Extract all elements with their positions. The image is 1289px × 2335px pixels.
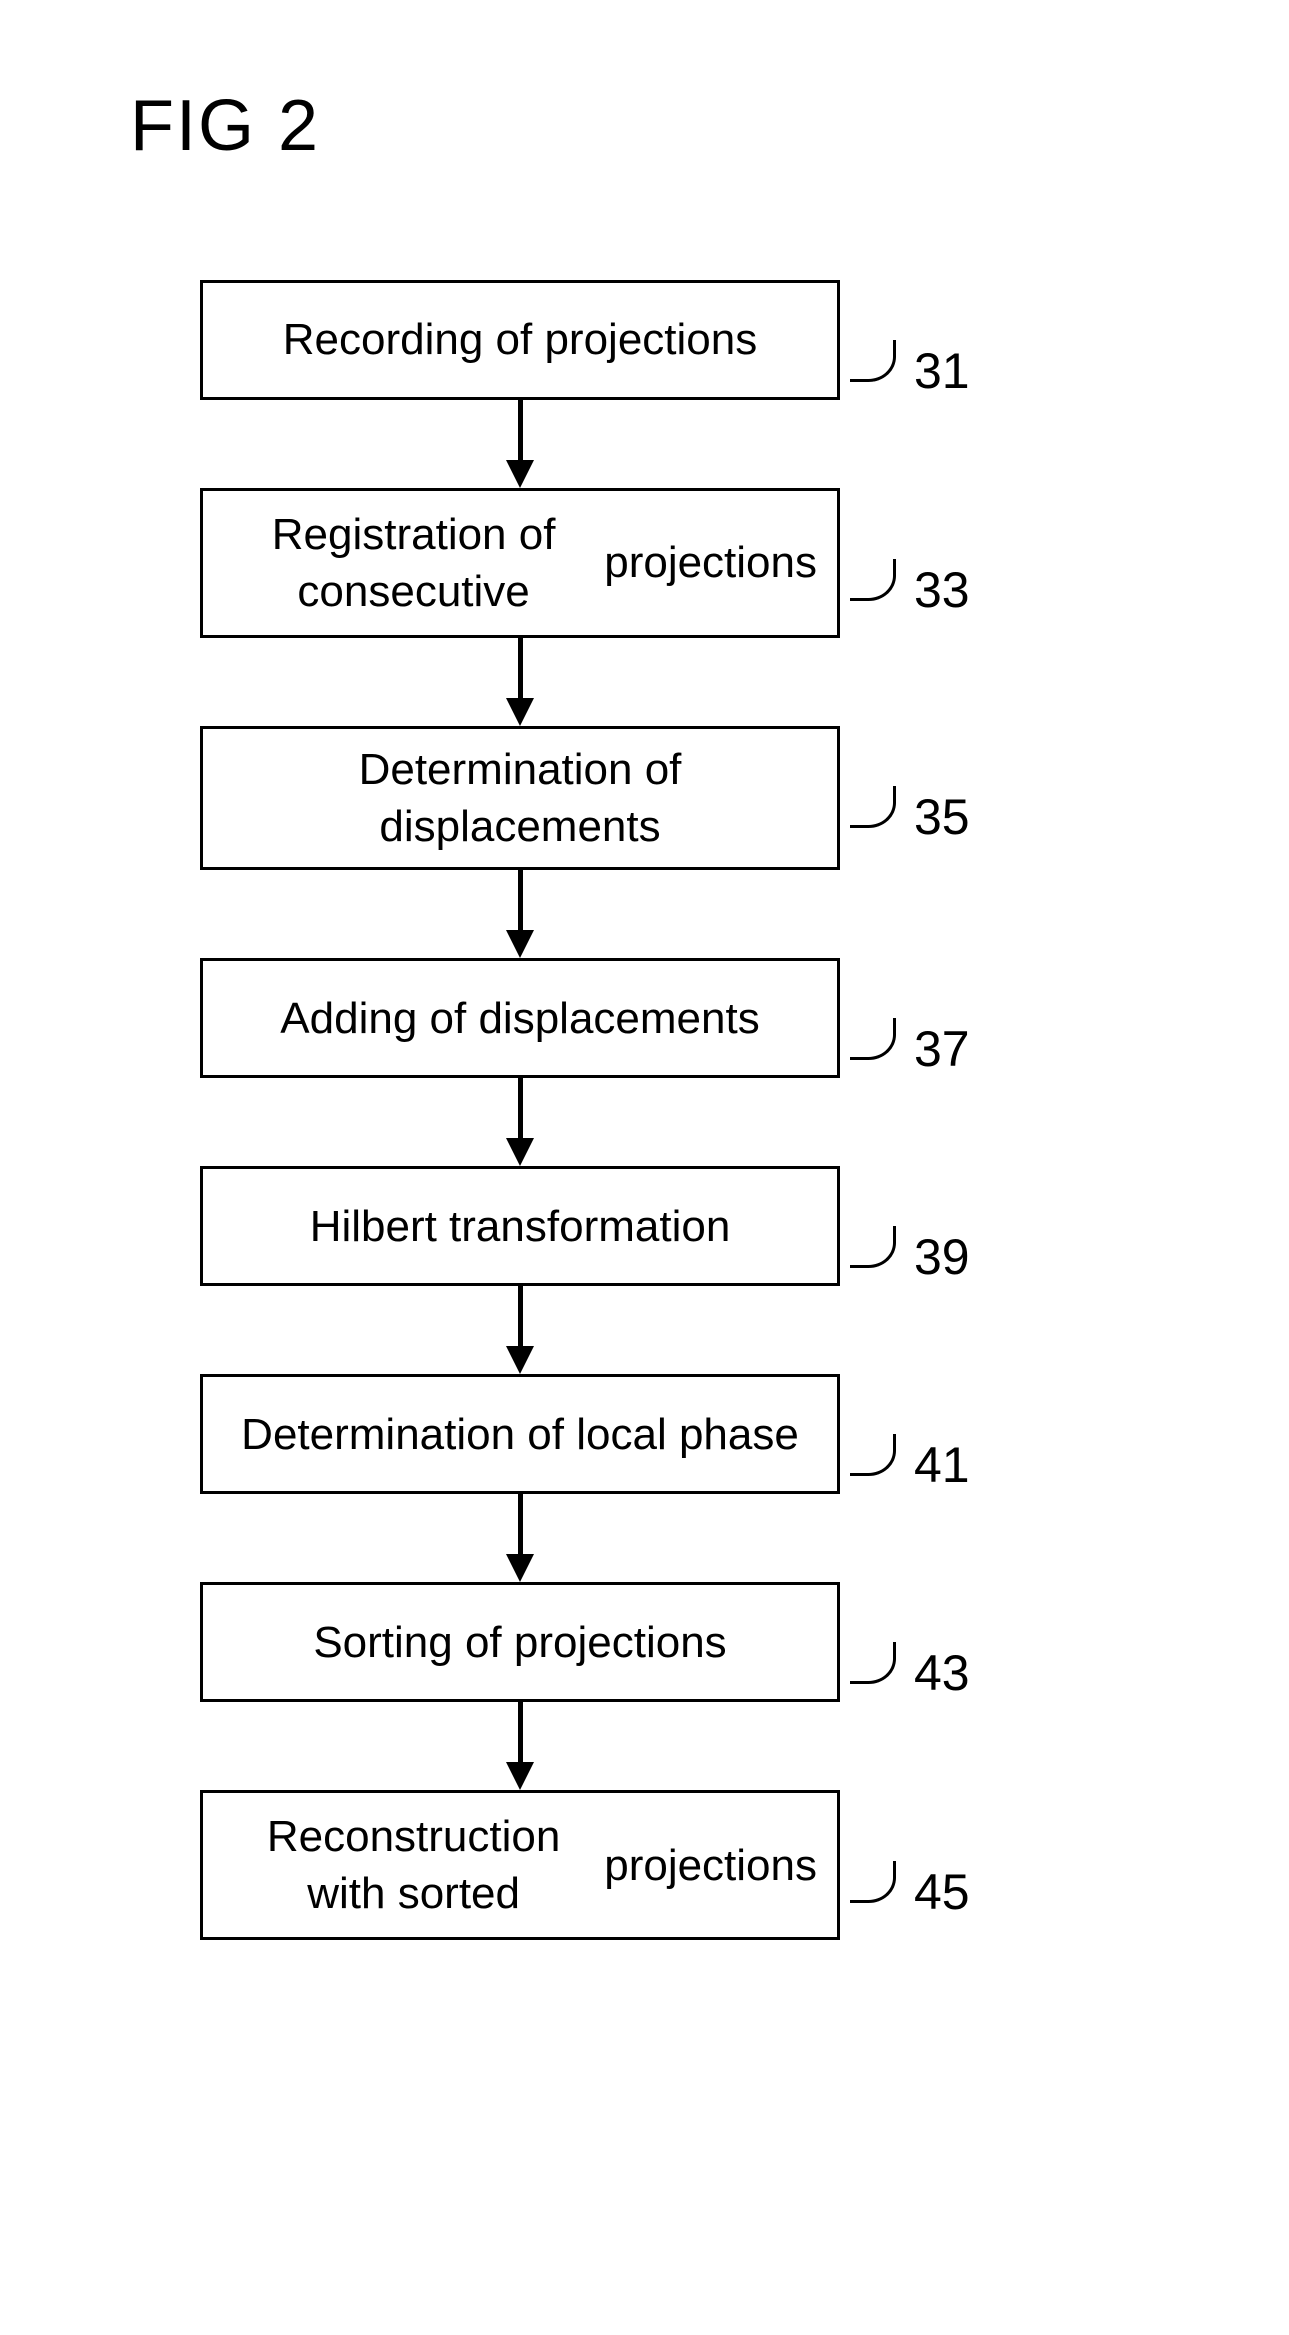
flow-row: Sorting of projections43 [200,1582,840,1702]
ref-label-35: 35 [914,788,970,846]
flow-node-43: Sorting of projections [200,1582,840,1702]
arrow-line [518,400,523,460]
flow-row: Adding of displacements37 [200,958,840,1078]
flow-node-label-line: Registration of consecutive [223,506,604,620]
flow-node-31: Recording of projections [200,280,840,400]
flow-node-label-line: projections [604,534,817,591]
ref-connector: 43 [850,1624,970,1702]
connector-curve [850,1018,896,1060]
arrow-head-icon [506,460,534,488]
ref-label-33: 33 [914,561,970,619]
flow-arrow [506,1494,534,1582]
flow-row: Determination of local phase41 [200,1374,840,1494]
ref-connector: 31 [850,322,970,400]
arrow-line [518,1078,523,1138]
arrow-head-icon [506,698,534,726]
ref-label-45: 45 [914,1863,970,1921]
flow-node-label: Determination of local phase [241,1406,799,1463]
flow-node-39: Hilbert transformation [200,1166,840,1286]
ref-connector: 33 [850,541,970,619]
arrow-head-icon [506,1762,534,1790]
arrow-line [518,870,523,930]
flow-node-41: Determination of local phase [200,1374,840,1494]
flow-node-label: Determination of displacements [223,741,817,855]
flowchart: Recording of projections31 Registration o… [200,280,840,1940]
ref-label-31: 31 [914,342,970,400]
flow-node-label: Sorting of projections [313,1614,726,1671]
arrow-line [518,1286,523,1346]
arrow-head-icon [506,1138,534,1166]
connector-curve [850,340,896,382]
flow-arrow [506,638,534,726]
connector-curve [850,1861,896,1903]
flow-node-label: Hilbert transformation [310,1198,731,1255]
flow-arrow [506,400,534,488]
ref-label-37: 37 [914,1020,970,1078]
flow-row: Determination of displacements35 [200,726,840,870]
flow-node-label-line: Reconstruction with sorted [223,1808,604,1922]
flow-arrow [506,1286,534,1374]
flow-row: Recording of projections31 [200,280,840,400]
arrow-line [518,1494,523,1554]
connector-curve [850,559,896,601]
ref-connector: 41 [850,1416,970,1494]
flow-node-33: Registration of consecutiveprojections [200,488,840,638]
arrow-head-icon [506,930,534,958]
connector-curve [850,1642,896,1684]
connector-curve [850,1434,896,1476]
arrow-head-icon [506,1346,534,1374]
ref-connector: 37 [850,1000,970,1078]
connector-curve [850,1226,896,1268]
flow-row: Registration of consecutiveprojections33 [200,488,840,638]
flow-node-label: Recording of projections [283,311,757,368]
arrow-head-icon [506,1554,534,1582]
arrow-line [518,1702,523,1762]
flow-node-45: Reconstruction with sortedprojections [200,1790,840,1940]
flow-arrow [506,1078,534,1166]
arrow-line [518,638,523,698]
ref-label-41: 41 [914,1436,970,1494]
figure-title: FIG 2 [130,85,320,167]
flow-arrow [506,870,534,958]
flow-row: Reconstruction with sortedprojections45 [200,1790,840,1940]
flow-row: Hilbert transformation39 [200,1166,840,1286]
flow-arrow [506,1702,534,1790]
flow-node-label: Adding of displacements [280,990,759,1047]
ref-connector: 39 [850,1208,970,1286]
connector-curve [850,786,896,828]
ref-label-39: 39 [914,1228,970,1286]
ref-connector: 35 [850,768,970,846]
flow-node-35: Determination of displacements [200,726,840,870]
ref-connector: 45 [850,1843,970,1921]
flow-node-37: Adding of displacements [200,958,840,1078]
flow-node-label-line: projections [604,1837,817,1894]
ref-label-43: 43 [914,1644,970,1702]
